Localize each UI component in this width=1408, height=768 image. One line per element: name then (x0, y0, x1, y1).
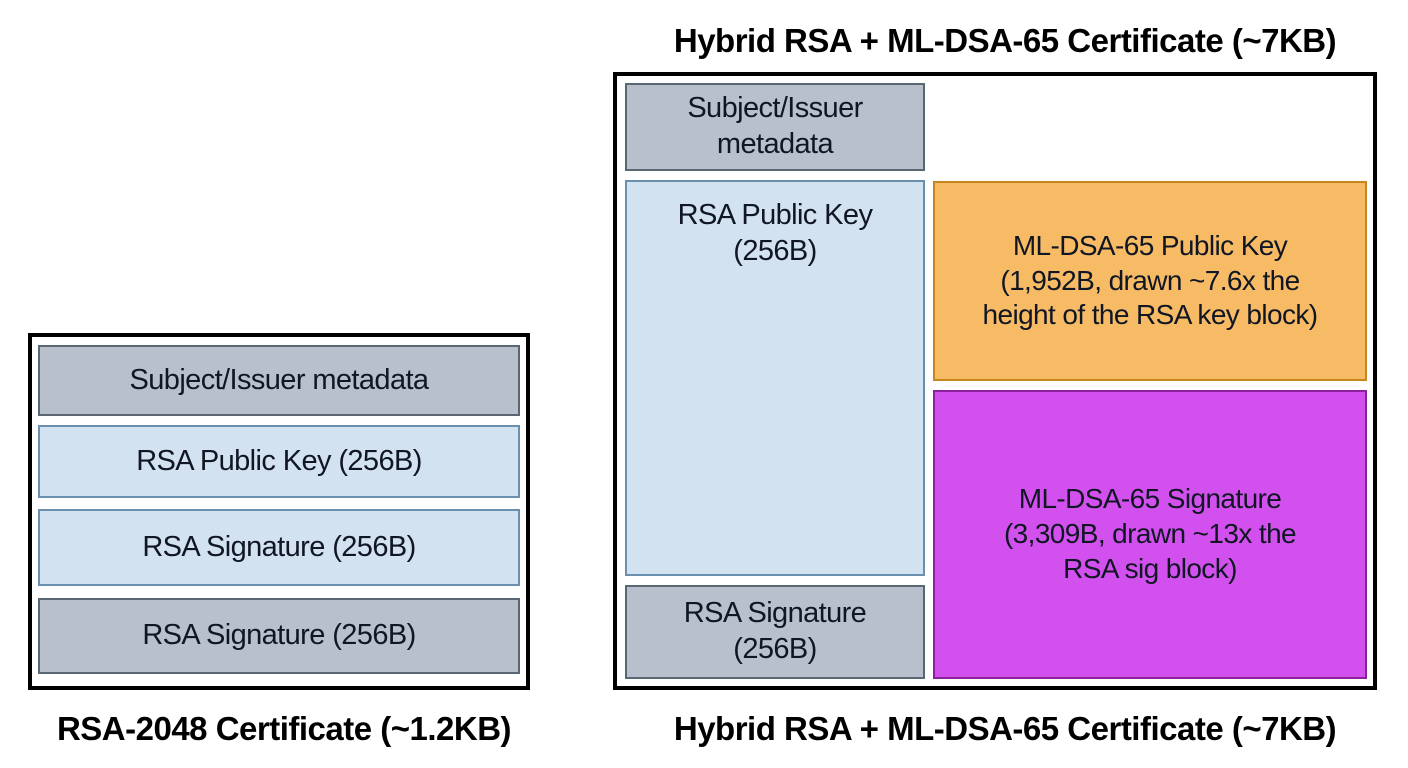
rsa-certificate-diagram: Subject/Issuer metadata RSA Public Key (… (28, 333, 530, 690)
hybrid-block-subject-issuer-metadata: Subject/Issuer metadata (625, 83, 925, 171)
hybrid-block-mldsa-public-key: ML-DSA-65 Public Key (1,952B, drawn ~7.6… (933, 181, 1367, 381)
hybrid-block-rsa-signature: RSA Signature (256B) (625, 585, 925, 679)
hybrid-block-rsa-public-key: RSA Public Key (256B) (625, 180, 925, 576)
block-rsa-public-key: RSA Public Key (256B) (38, 425, 520, 498)
block-rsa-signature-2: RSA Signature (256B) (38, 598, 520, 674)
hybrid-certificate-title: Hybrid RSA + ML-DSA-65 Certificate (~7KB… (673, 22, 1337, 59)
block-rsa-signature-1: RSA Signature (256B) (38, 509, 520, 586)
rsa-certificate-caption: RSA-2048 Certificate (~1.2KB) (56, 710, 512, 747)
hybrid-certificate-diagram: Subject/Issuer metadata RSA Public Key (… (613, 72, 1377, 690)
hybrid-certificate-caption: Hybrid RSA + ML-DSA-65 Certificate (~7KB… (673, 710, 1337, 747)
hybrid-block-mldsa-signature: ML-DSA-65 Signature (3,309B, drawn ~13x … (933, 390, 1367, 679)
block-subject-issuer-metadata: Subject/Issuer metadata (38, 345, 520, 416)
